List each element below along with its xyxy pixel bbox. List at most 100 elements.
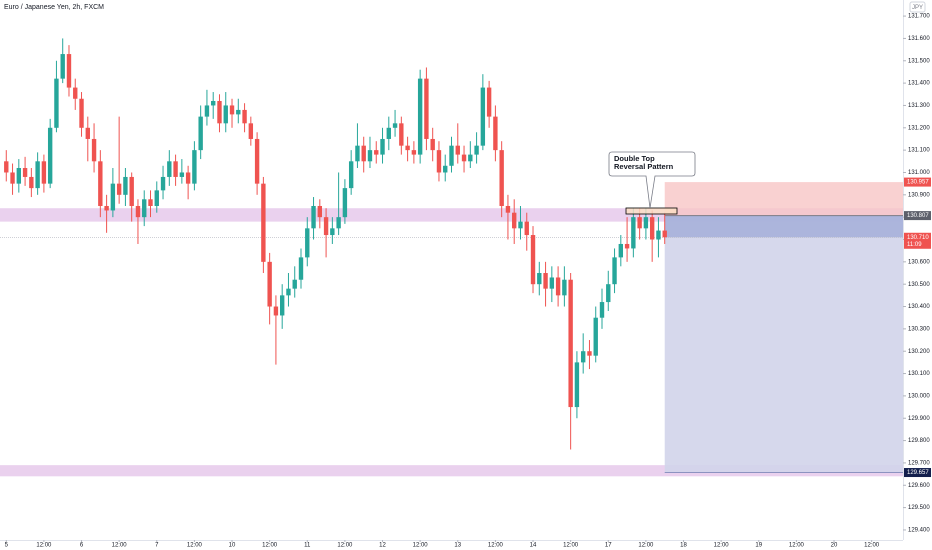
candle-body (286, 288, 291, 296)
candle-body (568, 279, 573, 408)
y-tick-label: 130.200 (908, 349, 930, 355)
candle-body (10, 172, 15, 184)
currency-label: JPY (912, 5, 923, 11)
candle-body (355, 145, 360, 162)
y-tick-label: 130.500 (908, 282, 930, 288)
candle-body (474, 145, 479, 155)
entry-price-label-bg (904, 211, 931, 221)
stop-loss-zone (664, 182, 903, 216)
candle-body (480, 87, 486, 146)
candle-body (424, 78, 429, 139)
candle-body (361, 145, 366, 162)
candle-body (317, 205, 323, 218)
x-tick-label: 13 (454, 543, 461, 549)
candle-body (348, 161, 354, 189)
candle-body (505, 205, 511, 213)
candle-body (512, 212, 517, 229)
x-tick-label: 12:00 (112, 543, 128, 549)
x-tick-label: 12:00 (563, 543, 579, 549)
candle-body (192, 150, 197, 184)
x-tick-label: 12:00 (337, 543, 353, 549)
candle-body (624, 243, 630, 249)
y-tick-label: 130.100 (908, 371, 930, 377)
candle-body (380, 138, 385, 155)
candle-body (73, 87, 78, 99)
candle-body (580, 351, 586, 363)
candle-body (530, 235, 536, 285)
current-price-label-bg (904, 232, 931, 249)
candle-body (323, 217, 329, 236)
take-profit-zone (664, 215, 903, 473)
candle-body (443, 165, 448, 173)
stop-price-label: 130.957 (907, 180, 929, 186)
candle-body (91, 138, 97, 162)
candle-body (223, 105, 228, 124)
candle-body (173, 161, 178, 177)
candle-body (606, 284, 611, 303)
candle-body (22, 168, 28, 177)
candle-body (493, 116, 498, 151)
candle-body (35, 161, 40, 189)
x-tick-label: 18 (680, 543, 687, 549)
currency-badge[interactable] (909, 1, 926, 13)
candle-body (411, 150, 417, 155)
candle-body (29, 176, 34, 189)
candle-body (154, 190, 159, 206)
annotation-text: Double Top (614, 154, 655, 163)
candle-body (211, 100, 216, 106)
candle-body (461, 154, 467, 162)
candle-body (417, 78, 423, 155)
y-tick-label: 129.800 (908, 438, 930, 444)
candle-body (261, 183, 266, 262)
x-tick-label: 12 (379, 543, 386, 549)
target-price-label: 129.657 (907, 470, 929, 476)
y-tick-label: 131.300 (908, 103, 930, 109)
annotation-text: Reversal Pattern (614, 162, 674, 171)
candle-body (198, 116, 203, 151)
y-tick-label: 131.000 (908, 170, 930, 176)
stop-price-label-bg (904, 177, 931, 187)
candle-body (662, 230, 667, 238)
y-tick-label: 129.500 (908, 505, 930, 511)
candle-body (367, 150, 373, 162)
candle-body (386, 127, 391, 139)
candle-body (47, 127, 53, 184)
candle-body (160, 176, 166, 191)
candle-body (618, 243, 624, 258)
candle-body (537, 273, 542, 285)
candle-body (179, 172, 185, 177)
candle-body (612, 257, 617, 285)
candle-body (524, 221, 529, 236)
x-tick-label: 12:00 (262, 543, 278, 549)
chart-title: Euro / Japanese Yen, 2h, FXCM (4, 4, 104, 11)
y-tick-label: 129.400 (908, 528, 930, 534)
x-tick-label: 5 (5, 543, 9, 549)
candle-body (305, 228, 310, 258)
candle-body (279, 295, 285, 316)
candle-body (330, 228, 335, 236)
x-tick-label: 12:00 (187, 543, 203, 549)
candle-body (631, 217, 636, 249)
candle-body (185, 172, 191, 184)
candle-body (562, 279, 567, 296)
x-tick-label: 12:00 (864, 543, 880, 549)
candle-body (236, 109, 241, 115)
candle-body (549, 277, 555, 289)
candle-body (123, 176, 128, 195)
y-tick-label: 130.900 (908, 192, 930, 198)
candle-body (430, 138, 435, 151)
y-tick-label: 129.700 (908, 460, 930, 466)
candle-body (204, 105, 210, 117)
x-tick-label: 17 (605, 543, 612, 549)
candle-body (311, 205, 316, 229)
candle-body (643, 217, 649, 229)
candle-body (54, 78, 59, 128)
candle-body (110, 183, 116, 211)
candle-body (587, 351, 592, 356)
x-tick-label: 19 (755, 543, 762, 549)
current-price-label: 130.710 (907, 235, 929, 241)
candle-body (242, 109, 247, 124)
candle-body (98, 161, 103, 206)
candle-body (273, 306, 279, 316)
